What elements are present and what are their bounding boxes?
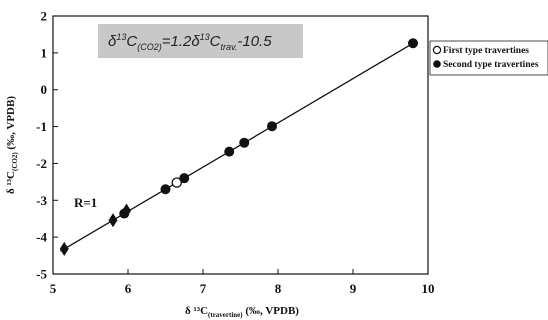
y-tick-label: -1: [36, 119, 47, 134]
y-tick-label: -5: [36, 267, 47, 282]
x-tick-label: 7: [200, 281, 207, 296]
y-axis-title-main: δ ¹³C: [5, 171, 17, 194]
data-point-second-type: [179, 173, 190, 184]
data-point-second-type: [239, 137, 250, 148]
data-marks: [59, 38, 418, 256]
equation-box: [98, 24, 303, 58]
data-point-second-type: [224, 146, 235, 157]
data-point-diamond: [122, 203, 131, 218]
y-tick-label: 0: [41, 82, 48, 97]
data-point-second-type: [160, 184, 171, 195]
x-tick-label: 5: [50, 281, 57, 296]
y-axis-title-sub: (CO2): [11, 152, 19, 171]
legend-label-second-type: Second type travertines: [443, 60, 539, 70]
y-tick-label: -3: [36, 193, 47, 208]
x-axis-title: δ ¹³C(travertine) (‰, VPDB): [185, 305, 299, 319]
legend: First type travertines Second type trave…: [429, 40, 548, 76]
data-point-second-type: [267, 121, 277, 132]
x-axis-title-main: δ ¹³C: [185, 305, 208, 317]
y-axis: 2 1 0 -1 -2 -3 -4 -5: [36, 9, 58, 282]
r-annotation: R=1: [74, 195, 97, 210]
x-tick-label: 10: [422, 281, 435, 296]
x-axis-title-unit: (‰, VPDB): [243, 305, 300, 317]
y-tick-label: 1: [41, 45, 48, 60]
x-tick-label: 8: [275, 281, 282, 296]
y-tick-label: -4: [36, 230, 47, 245]
data-point-diamond: [59, 241, 69, 256]
legend-marker-filled-circle: [433, 60, 441, 68]
regression-line: [60, 42, 414, 252]
data-point-diamond: [108, 213, 118, 228]
x-tick-label: 9: [350, 281, 357, 296]
x-axis: 5 6 7 8 9 10: [50, 269, 435, 296]
x-axis-title-sub: (travertine): [208, 311, 243, 319]
plot-frame: [52, 15, 429, 275]
data-point-second-type: [408, 38, 418, 49]
data-point-first-type: [171, 177, 182, 188]
x-tick-label: 6: [125, 281, 132, 296]
equation-text: δ13C(CO2)=1.2δ13Ctrav.-10.5: [108, 32, 272, 52]
y-tick-label: 2: [41, 9, 48, 24]
legend-marker-open-circle: [432, 45, 442, 55]
y-axis-title: δ ¹³C(CO2) (‰, VPDB): [5, 96, 19, 194]
y-tick-label: -2: [36, 156, 47, 171]
y-axis-title-unit: (‰, VPDB): [5, 96, 17, 153]
legend-box: [429, 40, 548, 76]
legend-label-first-type: First type travertines: [443, 46, 529, 56]
fit-layer: [60, 42, 414, 252]
